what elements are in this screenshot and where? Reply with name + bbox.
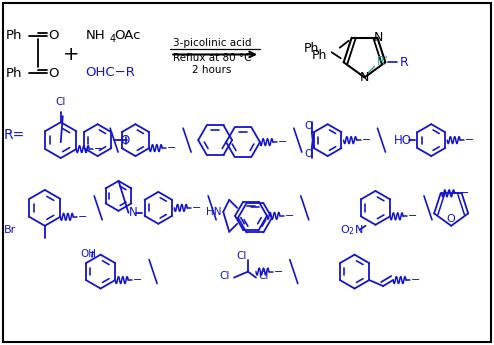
Text: O: O bbox=[305, 121, 313, 131]
Text: Ph: Ph bbox=[6, 29, 22, 42]
Text: Cl: Cl bbox=[237, 251, 247, 261]
Text: O: O bbox=[48, 67, 58, 80]
Text: N: N bbox=[360, 71, 369, 84]
Text: HN: HN bbox=[206, 207, 221, 217]
Text: O: O bbox=[48, 29, 58, 42]
Text: Br: Br bbox=[4, 225, 16, 235]
Text: −: − bbox=[78, 212, 87, 222]
Text: Ph: Ph bbox=[303, 42, 319, 55]
Text: O$_2$N: O$_2$N bbox=[340, 223, 363, 237]
Text: HO: HO bbox=[393, 134, 412, 147]
Text: Ph: Ph bbox=[6, 67, 22, 80]
Text: N: N bbox=[128, 206, 137, 219]
Text: −: − bbox=[278, 137, 287, 147]
Text: Cl: Cl bbox=[55, 97, 66, 107]
Text: NH: NH bbox=[85, 29, 105, 42]
Text: −: − bbox=[133, 275, 143, 285]
Text: OAc: OAc bbox=[115, 29, 141, 42]
Text: R: R bbox=[399, 56, 408, 69]
Text: −: − bbox=[465, 135, 475, 145]
Text: −: − bbox=[459, 188, 469, 198]
Text: 3-picolinic acid: 3-picolinic acid bbox=[173, 38, 251, 48]
Text: −: − bbox=[408, 211, 417, 221]
Text: OH: OH bbox=[81, 249, 97, 259]
Text: N: N bbox=[374, 31, 383, 44]
Text: 2 hours: 2 hours bbox=[193, 66, 232, 76]
Text: O: O bbox=[305, 149, 313, 159]
Text: Cl: Cl bbox=[220, 270, 230, 280]
Text: OHC−R: OHC−R bbox=[85, 66, 135, 79]
Text: +: + bbox=[62, 45, 79, 64]
Text: 4: 4 bbox=[110, 33, 116, 43]
Text: R=: R= bbox=[4, 128, 25, 142]
Text: −: − bbox=[411, 275, 420, 285]
Text: R’: R’ bbox=[376, 55, 388, 68]
Text: Ph: Ph bbox=[311, 49, 327, 62]
Text: −: − bbox=[192, 203, 202, 213]
Text: O: O bbox=[447, 214, 455, 224]
Text: −: − bbox=[285, 211, 294, 221]
Text: O: O bbox=[121, 134, 130, 147]
Text: −: − bbox=[167, 143, 176, 153]
Text: −: − bbox=[362, 135, 371, 145]
Text: Reflux at 80 °C: Reflux at 80 °C bbox=[173, 53, 251, 63]
Text: −: − bbox=[94, 144, 104, 154]
Text: Cl: Cl bbox=[258, 270, 268, 280]
Text: −: − bbox=[274, 267, 283, 277]
